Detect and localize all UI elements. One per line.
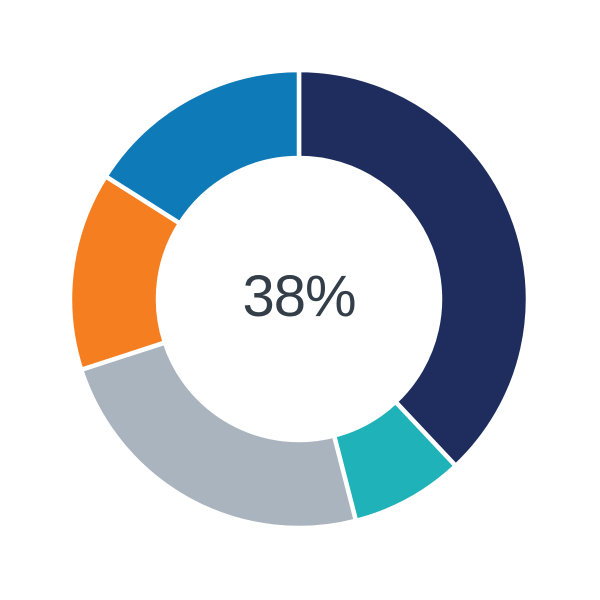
donut-center-label: 38% xyxy=(242,264,355,329)
donut-segment-blue xyxy=(103,67,302,226)
donut-segments xyxy=(67,67,531,531)
donut-segment-gray xyxy=(78,340,359,531)
donut-segment-navy xyxy=(296,67,531,469)
